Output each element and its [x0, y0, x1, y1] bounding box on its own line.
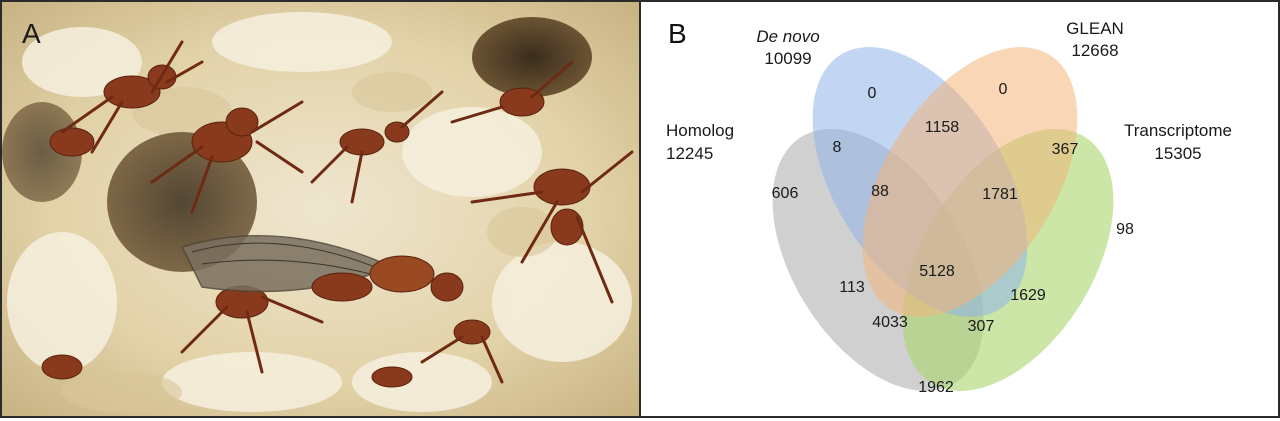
- queen-ant: [180, 235, 464, 302]
- glean-label: GLEAN: [1066, 19, 1124, 38]
- region-homolog-glean: 113: [839, 279, 865, 296]
- homolog-count: 12245: [666, 144, 713, 163]
- homolog-label: Homolog: [666, 121, 734, 140]
- panel-b-label: B: [668, 18, 687, 49]
- denovo-label: De novo: [756, 27, 819, 46]
- transcriptome-count: 15305: [1154, 144, 1201, 163]
- region-glean-transcriptome: 367: [1052, 141, 1079, 158]
- region-transcriptome-only: 98: [1116, 221, 1134, 238]
- ant-photo: [2, 2, 640, 416]
- region-denovo-glean-transcriptome: 1781: [982, 186, 1018, 203]
- region-all-four: 5128: [919, 263, 955, 280]
- region-homolog-glean-transcriptome: 4033: [872, 314, 908, 331]
- region-homolog-denovo-transcriptome: 307: [968, 318, 995, 335]
- venn-panel: B De novo 10099 GLEAN 12668 Homolog 1224…: [640, 2, 1276, 416]
- panel-a-label: A: [22, 18, 41, 49]
- region-denovo-only: 0: [868, 85, 877, 102]
- region-homolog-transcriptome: 1962: [918, 379, 954, 396]
- panel-divider: [639, 0, 641, 418]
- venn-diagram: De novo 10099 GLEAN 12668 Homolog 12245 …: [666, 19, 1232, 396]
- region-glean-only: 0: [999, 81, 1008, 98]
- transcriptome-label: Transcriptome: [1124, 121, 1232, 140]
- region-homolog-denovo: 8: [833, 139, 842, 156]
- region-denovo-transcriptome: 1629: [1010, 287, 1046, 304]
- region-homolog-only: 606: [772, 185, 799, 202]
- region-homolog-denovo-glean: 88: [871, 183, 889, 200]
- photo-panel: A: [2, 2, 640, 416]
- glean-ellipse: [862, 47, 1078, 317]
- glean-count: 12668: [1071, 41, 1118, 60]
- region-denovo-glean: 1158: [925, 119, 960, 136]
- denovo-count: 10099: [764, 49, 811, 68]
